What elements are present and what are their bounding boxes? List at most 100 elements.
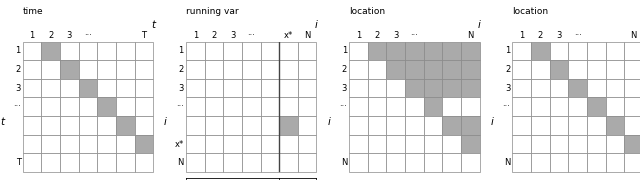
Text: N: N	[177, 158, 184, 167]
Bar	[260, 153, 279, 172]
Bar	[587, 116, 605, 135]
Bar	[587, 79, 605, 98]
Bar	[349, 79, 368, 98]
Text: 3: 3	[556, 31, 562, 40]
Bar	[298, 135, 316, 153]
Bar	[387, 98, 405, 116]
Bar	[349, 42, 368, 60]
Bar	[368, 60, 387, 79]
Text: 1: 1	[356, 31, 361, 40]
Text: x*: x*	[175, 140, 184, 149]
Bar	[513, 60, 531, 79]
Bar	[568, 42, 587, 60]
Text: 2: 2	[48, 31, 53, 40]
Bar	[79, 153, 97, 172]
Bar	[60, 116, 79, 135]
Bar	[605, 79, 624, 98]
Bar	[186, 135, 205, 153]
Bar	[97, 60, 116, 79]
Bar	[424, 79, 442, 98]
Bar	[624, 135, 640, 153]
Bar	[368, 135, 387, 153]
Bar	[23, 98, 42, 116]
Text: 3: 3	[15, 84, 20, 93]
Bar	[134, 116, 153, 135]
Text: 3: 3	[393, 31, 399, 40]
Bar	[298, 42, 316, 60]
Text: T: T	[15, 158, 20, 167]
Bar	[424, 60, 442, 79]
Bar	[223, 116, 242, 135]
Bar	[116, 135, 134, 153]
Bar	[242, 153, 260, 172]
Bar	[116, 79, 134, 98]
Bar	[513, 42, 531, 60]
Bar	[368, 42, 387, 60]
Bar	[624, 42, 640, 60]
Text: 2: 2	[15, 65, 20, 74]
Bar	[223, 98, 242, 116]
Text: ···: ···	[573, 31, 582, 40]
Text: 2: 2	[342, 65, 347, 74]
Text: running var: running var	[186, 7, 239, 16]
Text: i: i	[490, 117, 493, 127]
Bar	[405, 153, 424, 172]
Bar	[116, 42, 134, 60]
Bar	[513, 98, 531, 116]
Bar	[134, 79, 153, 98]
Text: N: N	[467, 31, 474, 40]
Bar	[186, 60, 205, 79]
Bar	[79, 135, 97, 153]
Bar	[79, 98, 97, 116]
Bar	[205, 98, 223, 116]
Text: location: location	[513, 7, 548, 16]
Bar	[116, 153, 134, 172]
Text: i: i	[164, 117, 167, 127]
Bar	[405, 135, 424, 153]
Bar	[242, 42, 260, 60]
Bar	[405, 42, 424, 60]
Bar	[531, 135, 550, 153]
Bar	[242, 79, 260, 98]
Bar	[134, 135, 153, 153]
Bar	[60, 153, 79, 172]
Text: 1: 1	[29, 31, 35, 40]
Bar	[60, 60, 79, 79]
Text: 1: 1	[505, 47, 510, 55]
Bar	[531, 79, 550, 98]
Bar	[624, 98, 640, 116]
Bar	[97, 153, 116, 172]
Bar	[23, 135, 42, 153]
Bar	[442, 79, 461, 98]
Text: 2: 2	[374, 31, 380, 40]
Bar	[405, 79, 424, 98]
Bar	[387, 153, 405, 172]
Bar	[205, 79, 223, 98]
Bar	[134, 42, 153, 60]
Bar	[242, 60, 260, 79]
Text: N: N	[630, 31, 637, 40]
Bar	[260, 98, 279, 116]
Bar	[223, 42, 242, 60]
Bar	[387, 135, 405, 153]
Bar	[531, 116, 550, 135]
Text: 1: 1	[15, 47, 20, 55]
Bar	[279, 42, 298, 60]
Bar	[568, 116, 587, 135]
Bar	[461, 79, 479, 98]
Bar	[605, 116, 624, 135]
Bar	[279, 135, 298, 153]
Bar	[298, 60, 316, 79]
Bar	[134, 153, 153, 172]
Bar	[605, 60, 624, 79]
Bar	[387, 116, 405, 135]
Bar	[531, 153, 550, 172]
Bar	[550, 135, 568, 153]
Text: ···: ···	[410, 31, 419, 40]
Text: ···: ···	[502, 102, 510, 111]
Bar	[587, 98, 605, 116]
Bar	[568, 153, 587, 172]
Bar	[442, 153, 461, 172]
Bar	[60, 79, 79, 98]
Text: 2: 2	[505, 65, 510, 74]
